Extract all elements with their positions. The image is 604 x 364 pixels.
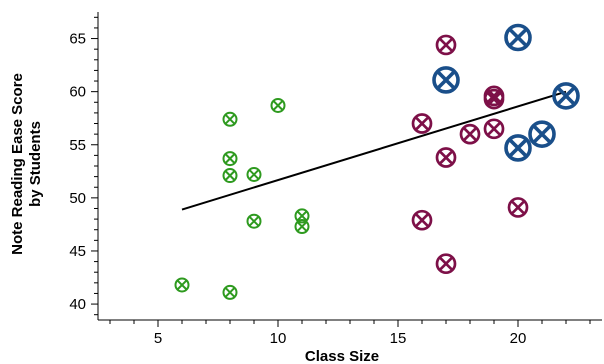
x-tick-label: 5 (154, 330, 162, 347)
x-tick-label: 20 (510, 330, 527, 347)
y-tick-label: 65 (69, 31, 86, 48)
data-point (483, 118, 505, 140)
x-tick-label: 10 (270, 330, 287, 347)
y-ticks: 40 45 50 55 60 65 (69, 16, 98, 316)
axes (97, 12, 602, 321)
data-point (504, 134, 532, 162)
data-point (432, 66, 460, 94)
y-tick-label: 50 (69, 190, 86, 207)
data-point (222, 168, 238, 184)
data-point (174, 277, 190, 293)
data-point (411, 209, 433, 231)
data-point (222, 111, 238, 127)
data-point (483, 88, 505, 110)
y-tick-label: 55 (69, 137, 86, 154)
data-point (504, 23, 532, 52)
data-point (552, 82, 580, 110)
data-point (459, 123, 481, 145)
data-point (435, 147, 457, 168)
data-point (435, 253, 457, 275)
y-tick-label: 45 (69, 243, 86, 260)
data-point (246, 166, 262, 182)
x-ticks: 5 10 15 20 (109, 320, 591, 347)
data-point (222, 284, 238, 300)
x-axis-title: Class Size (305, 348, 379, 364)
data-point (528, 120, 556, 148)
data-point (294, 208, 310, 224)
data-point (411, 113, 433, 134)
x-tick-label: 15 (390, 330, 407, 347)
data-point (435, 34, 457, 56)
y-axis-title-line-2: by Students (27, 121, 44, 207)
data-point (507, 197, 529, 218)
data-point (294, 219, 310, 235)
data-point (270, 97, 286, 113)
y-tick-label: 40 (69, 296, 86, 313)
y-tick-label: 60 (69, 84, 86, 101)
data-point (222, 151, 238, 167)
data-point (246, 213, 262, 229)
y-axis-title-line-1: Note Reading Ease Score (9, 73, 26, 255)
trend-line (181, 90, 567, 211)
data-points (174, 23, 580, 300)
